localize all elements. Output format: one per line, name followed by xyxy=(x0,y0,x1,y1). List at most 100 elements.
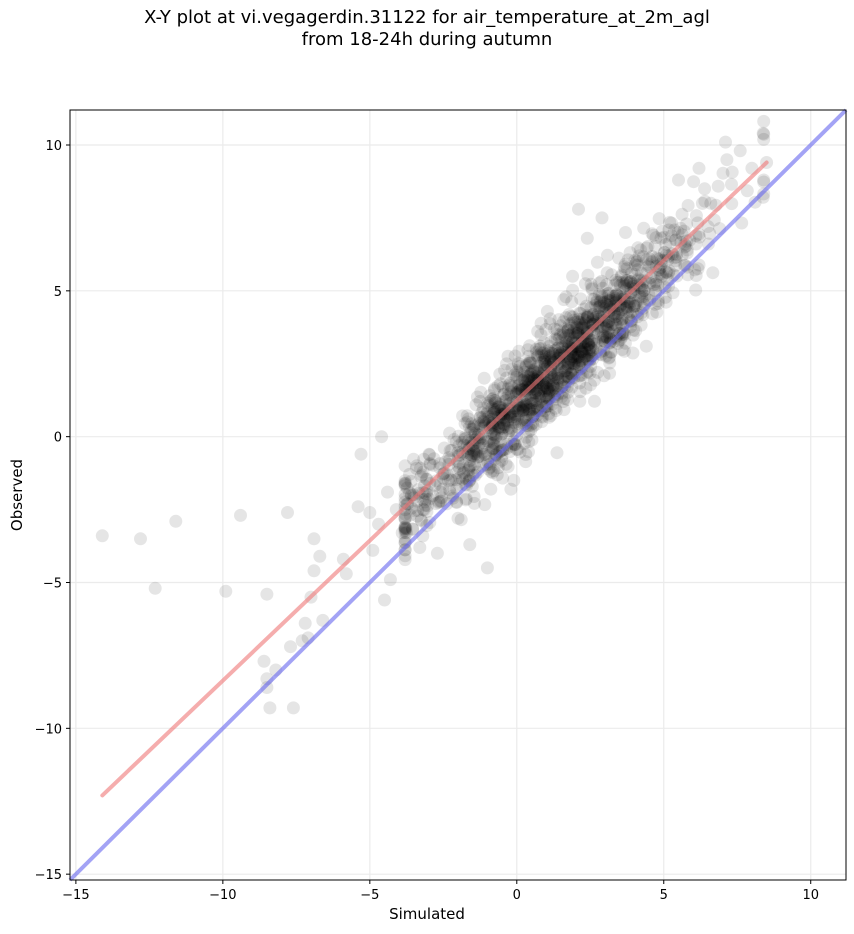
data-point xyxy=(619,226,632,239)
data-point xyxy=(680,243,694,257)
data-point xyxy=(543,379,557,393)
data-point xyxy=(649,277,663,291)
data-point xyxy=(541,382,555,396)
data-point xyxy=(597,369,611,383)
data-point xyxy=(465,422,479,436)
data-point xyxy=(565,327,579,341)
data-point xyxy=(432,495,446,509)
data-point xyxy=(426,489,440,503)
data-point xyxy=(571,350,585,364)
data-point xyxy=(449,435,463,449)
data-point xyxy=(521,373,535,387)
data-point xyxy=(148,581,162,595)
data-point xyxy=(484,431,498,445)
data-point xyxy=(501,460,515,474)
data-point xyxy=(546,344,560,358)
data-point xyxy=(615,268,629,282)
data-point xyxy=(656,268,669,282)
data-point xyxy=(630,307,644,321)
data-point xyxy=(586,308,600,322)
data-point xyxy=(399,521,413,535)
data-point xyxy=(506,416,520,429)
data-point xyxy=(618,257,632,271)
data-point xyxy=(675,207,689,221)
data-point xyxy=(642,287,656,301)
data-point xyxy=(517,436,531,450)
data-point xyxy=(630,254,644,268)
data-point xyxy=(511,379,525,393)
data-point xyxy=(590,294,604,307)
data-point xyxy=(573,318,587,332)
data-point xyxy=(433,457,447,471)
data-point xyxy=(586,292,600,306)
data-point xyxy=(661,253,675,267)
data-point xyxy=(706,266,720,280)
data-point xyxy=(549,404,563,417)
data-point xyxy=(557,328,571,342)
data-point xyxy=(573,343,587,357)
data-point xyxy=(467,446,481,460)
data-point xyxy=(522,407,535,421)
data-point xyxy=(573,354,587,367)
data-point xyxy=(482,410,496,424)
data-point xyxy=(537,378,551,392)
data-point xyxy=(505,424,519,438)
data-point xyxy=(493,400,507,414)
data-point xyxy=(590,301,604,314)
data-point xyxy=(406,522,419,536)
data-point xyxy=(420,505,434,518)
data-point xyxy=(562,328,576,342)
data-point xyxy=(535,348,549,362)
data-point xyxy=(589,298,602,312)
chart-title-line2: from 18-24h during autumn xyxy=(301,29,553,50)
data-point xyxy=(480,407,494,421)
data-point xyxy=(654,231,668,245)
data-point xyxy=(467,444,481,458)
data-point xyxy=(536,380,550,394)
data-point xyxy=(603,366,617,380)
data-point xyxy=(415,468,429,482)
data-point xyxy=(510,412,524,426)
data-point xyxy=(473,449,487,463)
data-point xyxy=(560,370,574,383)
data-point xyxy=(533,339,547,353)
data-point xyxy=(398,520,412,534)
data-point xyxy=(339,567,353,581)
data-point xyxy=(529,396,543,410)
data-point xyxy=(464,450,478,464)
data-point xyxy=(624,320,638,334)
data-point xyxy=(464,448,478,462)
data-point xyxy=(619,303,633,317)
data-point xyxy=(636,250,650,264)
data-point xyxy=(517,399,531,413)
data-point xyxy=(398,474,412,488)
data-point xyxy=(536,353,550,367)
data-point xyxy=(260,587,274,601)
data-point xyxy=(576,312,590,326)
data-point xyxy=(500,357,513,371)
data-point xyxy=(557,403,571,417)
data-point xyxy=(502,378,516,392)
data-point xyxy=(575,345,589,359)
data-point xyxy=(593,299,607,313)
data-point xyxy=(601,326,615,340)
data-point xyxy=(532,348,546,362)
data-point xyxy=(561,393,575,406)
data-point xyxy=(403,467,416,481)
data-point xyxy=(501,426,515,440)
data-point xyxy=(574,307,587,321)
data-point xyxy=(476,401,490,415)
data-point xyxy=(546,378,560,392)
data-point xyxy=(600,330,614,344)
data-point xyxy=(680,217,694,231)
data-point xyxy=(614,317,628,331)
data-point xyxy=(486,406,500,420)
data-point xyxy=(554,319,567,333)
data-point xyxy=(532,384,546,397)
data-point xyxy=(436,467,450,481)
data-point xyxy=(550,323,564,337)
data-point xyxy=(554,364,568,378)
data-point xyxy=(525,433,539,447)
data-point xyxy=(735,216,749,230)
data-point xyxy=(504,385,518,399)
